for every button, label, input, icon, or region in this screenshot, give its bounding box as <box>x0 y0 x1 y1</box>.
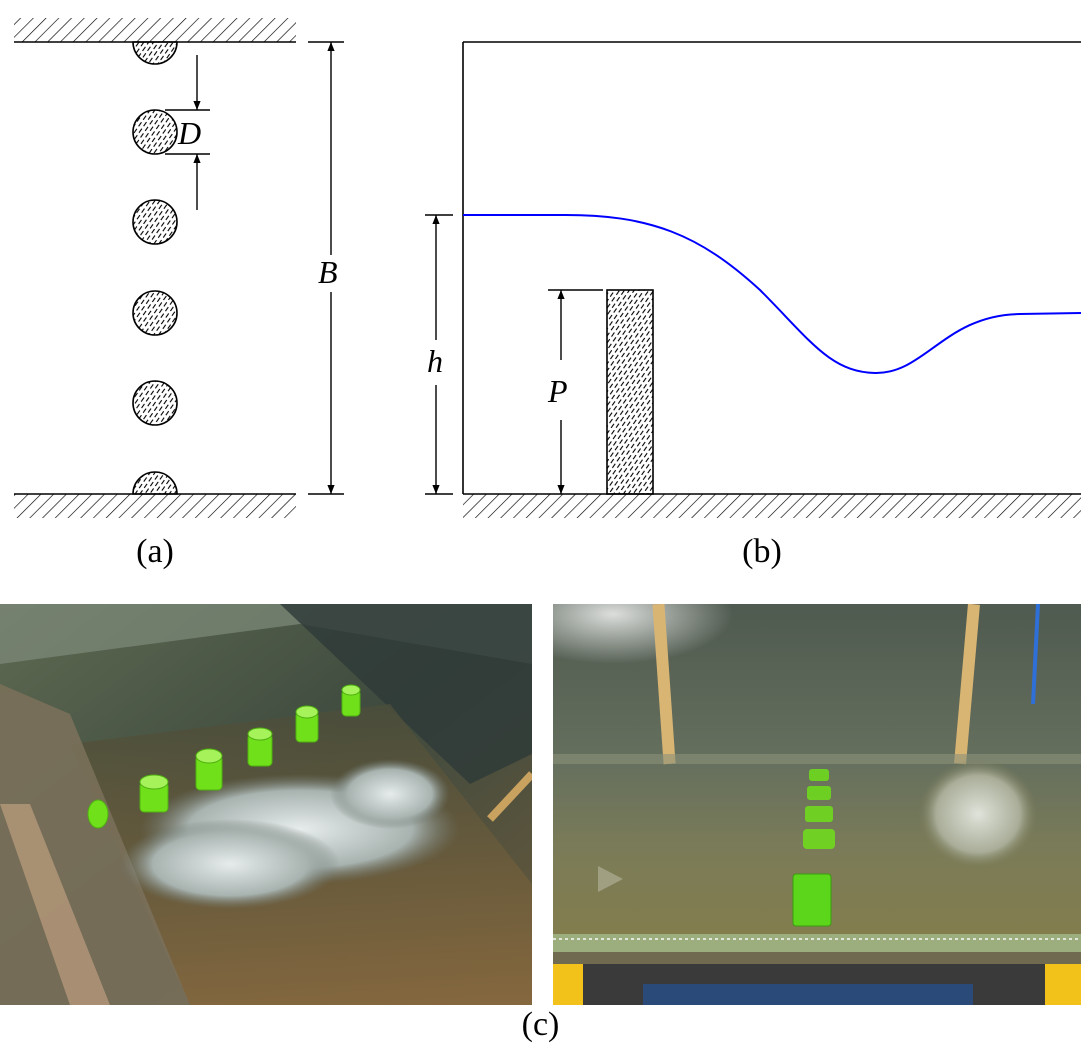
top-wall <box>14 18 296 43</box>
diameter-symbol: D <box>177 115 201 151</box>
half-cylinder-top <box>132 41 178 65</box>
weir <box>606 289 654 495</box>
photo-front-view <box>553 604 1081 1005</box>
cylinder <box>132 109 178 155</box>
caption-a: (a) <box>136 533 174 570</box>
half-cylinder-bottom <box>132 471 178 495</box>
photo-oblique-view <box>0 604 532 1005</box>
channel-bed <box>463 493 1081 518</box>
width-symbol: B <box>318 254 338 290</box>
head-dimension: h <box>425 214 453 495</box>
caption-b: (b) <box>742 533 782 570</box>
cylinder <box>132 290 178 336</box>
schematic-diagrams: D B (a) h <box>14 18 1081 570</box>
cylinder <box>132 380 178 426</box>
panel-b: h P (b) <box>425 41 1081 570</box>
caption-c: (c) <box>521 1006 560 1043</box>
weir-height-symbol: P <box>547 373 568 409</box>
head-symbol: h <box>427 343 443 379</box>
green-cylinders <box>803 769 835 849</box>
width-dimension: B <box>308 41 344 495</box>
green-cylinders <box>87 684 361 829</box>
water-surface <box>463 213 1081 375</box>
panel-a: D B (a) <box>14 18 344 570</box>
bottom-wall <box>14 493 296 518</box>
diameter-dimension: D <box>165 55 210 210</box>
cylinder <box>132 199 178 245</box>
weir-height-dimension: P <box>547 289 603 494</box>
cylinder-row <box>132 41 178 495</box>
